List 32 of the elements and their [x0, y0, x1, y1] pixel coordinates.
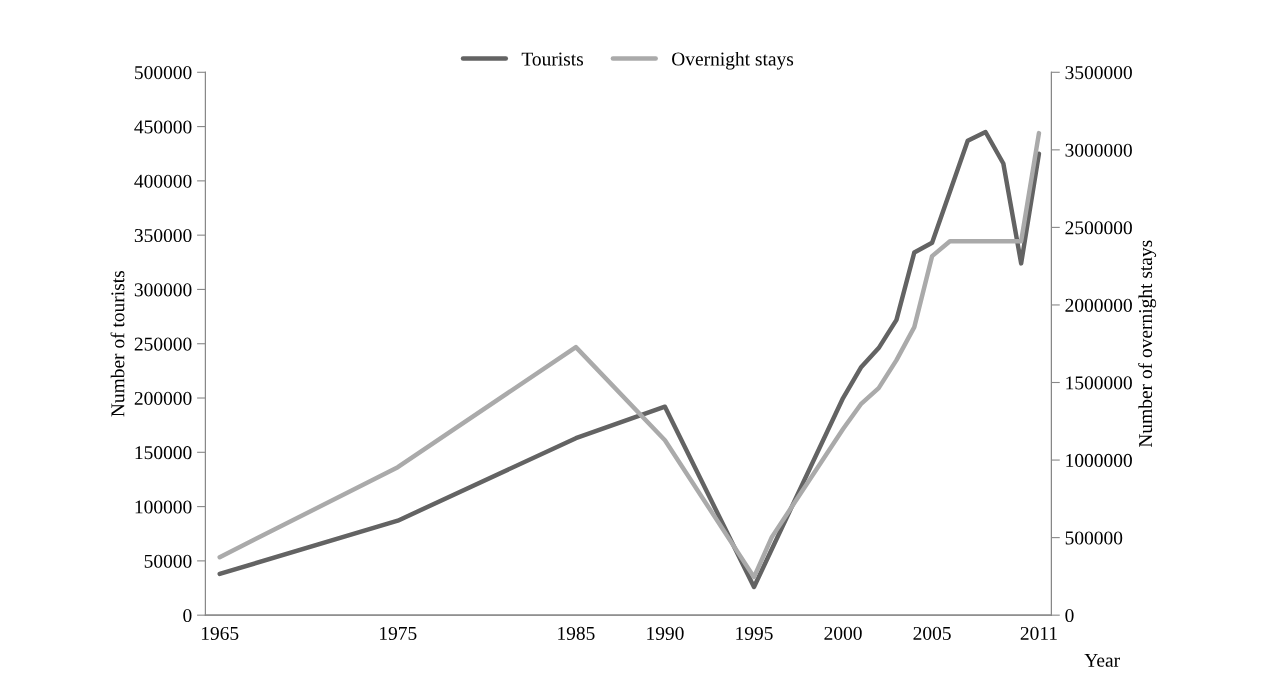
y2-tick-label: 1000000 [1066, 453, 1132, 467]
x-tick-label: 2011 [1020, 626, 1057, 640]
y2-tick-label: 2500000 [1065, 221, 1132, 235]
y2-axis-title: Number of overnight stays [1138, 240, 1157, 448]
y-tick-label: 50000 [144, 554, 192, 568]
legend-label: Tourists [521, 52, 584, 66]
x-tick-label: 1995 [736, 626, 773, 640]
y2-tick-label: 3000000 [1065, 143, 1132, 157]
x-tick-label: 2000 [824, 626, 862, 640]
y-tick-label: 300000 [134, 283, 192, 297]
x-tick-label: 1990 [647, 626, 684, 640]
y2-tick-label: 500000 [1065, 531, 1123, 545]
y-axis-title: Number of tourists [110, 270, 125, 417]
legend-label: Overnight stays [672, 51, 794, 70]
y-tick-label: 200000 [134, 391, 192, 405]
x-tick-label: 2005 [913, 626, 951, 640]
y-tick-label: 500000 [135, 66, 192, 80]
y2-tick-label: 3500000 [1065, 66, 1132, 80]
y2-tick-label: 0 [1065, 608, 1074, 623]
y-tick-label: 450000 [134, 120, 192, 134]
y2-tick-label: 1500000 [1066, 376, 1132, 390]
y-tick-label: 150000 [135, 446, 192, 460]
x-tick-label: 1985 [558, 626, 595, 640]
x-tick-label: 1965 [201, 626, 239, 640]
y-tick-label: 350000 [134, 228, 192, 243]
x-tick-label: 1975 [380, 626, 417, 640]
y2-tick-label: 2000000 [1065, 298, 1132, 312]
y-tick-label: 250000 [134, 337, 192, 351]
y-tick-label: 100000 [135, 500, 192, 514]
x-axis-title: Year [1084, 653, 1120, 667]
y-tick-label: 0 [183, 608, 192, 623]
y-tick-label: 400000 [134, 174, 192, 188]
